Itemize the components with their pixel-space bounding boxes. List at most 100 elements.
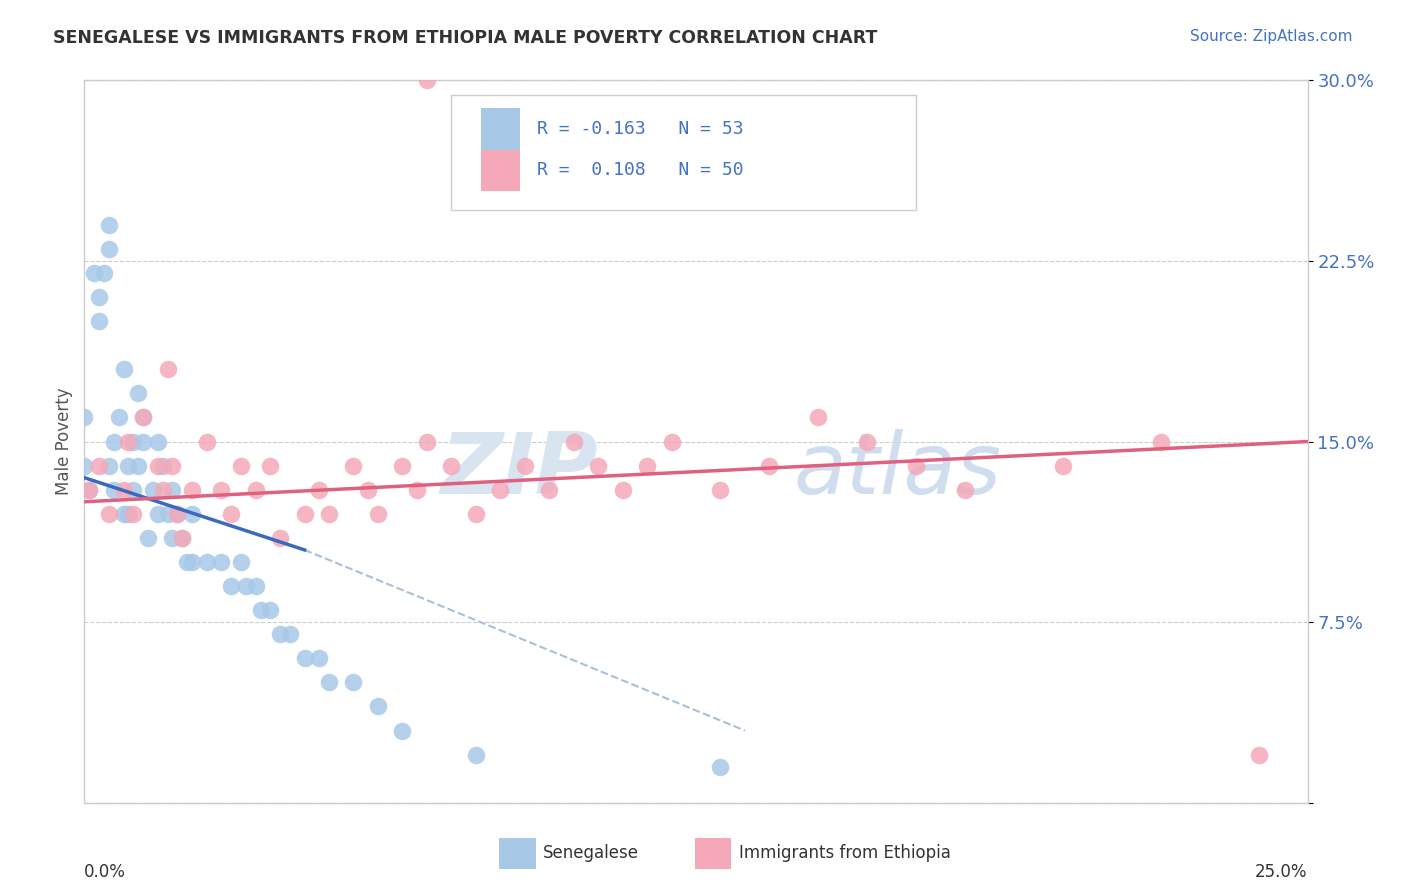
Point (440, 458, 463, 473)
Point (318, 675, 340, 690)
Point (122, 434, 145, 449)
Point (166, 507, 188, 521)
Point (117, 458, 139, 473)
Point (97, 242, 120, 256)
FancyBboxPatch shape (499, 838, 536, 869)
Point (77, 483, 100, 497)
Point (318, 507, 340, 521)
Point (132, 410, 155, 425)
Point (953, 483, 976, 497)
Point (489, 483, 512, 497)
Point (538, 483, 561, 497)
Point (162, 458, 184, 473)
Point (269, 627, 291, 641)
Point (112, 483, 135, 497)
Point (709, 483, 731, 497)
Point (97, 218, 120, 232)
Point (195, 555, 218, 569)
Point (195, 434, 218, 449)
Point (181, 555, 204, 569)
Point (97, 458, 120, 473)
Point (406, 483, 429, 497)
Point (856, 434, 879, 449)
Point (229, 458, 252, 473)
Text: R =  0.108   N = 50: R = 0.108 N = 50 (537, 161, 744, 179)
Point (152, 483, 174, 497)
Point (342, 675, 364, 690)
Point (342, 458, 364, 473)
Point (87, 458, 110, 473)
Point (308, 483, 330, 497)
Point (172, 531, 194, 545)
Point (219, 579, 242, 593)
Point (612, 483, 634, 497)
Point (93, 266, 115, 280)
Point (87, 314, 110, 328)
Point (122, 507, 145, 521)
Point (209, 483, 232, 497)
Point (562, 434, 585, 449)
Point (87, 290, 110, 304)
Point (103, 434, 125, 449)
Point (156, 507, 179, 521)
Point (1247, 747, 1270, 762)
Point (112, 362, 135, 376)
Point (127, 458, 149, 473)
Point (294, 651, 316, 665)
Point (661, 434, 683, 449)
Point (249, 603, 271, 617)
Point (391, 723, 413, 738)
Point (103, 483, 125, 497)
Point (416, 73, 439, 87)
Point (464, 507, 486, 521)
Point (107, 410, 129, 425)
Point (181, 507, 204, 521)
Point (219, 507, 242, 521)
Point (259, 603, 281, 617)
FancyBboxPatch shape (481, 109, 520, 150)
Text: Source: ZipAtlas.com: Source: ZipAtlas.com (1189, 29, 1353, 44)
Text: atlas: atlas (794, 429, 1002, 512)
Point (229, 555, 252, 569)
Point (308, 651, 330, 665)
Point (97, 507, 120, 521)
Point (245, 579, 267, 593)
Text: 25.0%: 25.0% (1256, 863, 1308, 881)
Point (166, 507, 188, 521)
Point (117, 507, 139, 521)
FancyBboxPatch shape (451, 95, 917, 211)
Point (172, 531, 194, 545)
Point (181, 483, 204, 497)
Point (146, 458, 169, 473)
Point (162, 483, 184, 497)
Point (117, 434, 139, 449)
Point (156, 362, 179, 376)
Point (709, 760, 731, 774)
Point (416, 434, 439, 449)
Point (176, 555, 198, 569)
Text: Senegalese: Senegalese (543, 845, 640, 863)
Point (73, 458, 96, 473)
Point (127, 386, 149, 401)
Point (146, 507, 169, 521)
Point (235, 579, 257, 593)
Point (83, 266, 105, 280)
Point (73, 410, 96, 425)
Point (259, 458, 281, 473)
Point (152, 458, 174, 473)
Point (636, 458, 658, 473)
Point (77, 483, 100, 497)
Point (464, 747, 486, 762)
Point (209, 555, 232, 569)
Point (758, 458, 780, 473)
Point (586, 458, 609, 473)
Text: 0.0%: 0.0% (84, 863, 127, 881)
Point (146, 434, 169, 449)
Point (112, 507, 135, 521)
Point (269, 531, 291, 545)
Point (142, 483, 165, 497)
Point (245, 483, 267, 497)
Text: ZIP: ZIP (440, 429, 598, 512)
Point (1052, 458, 1074, 473)
Point (294, 507, 316, 521)
